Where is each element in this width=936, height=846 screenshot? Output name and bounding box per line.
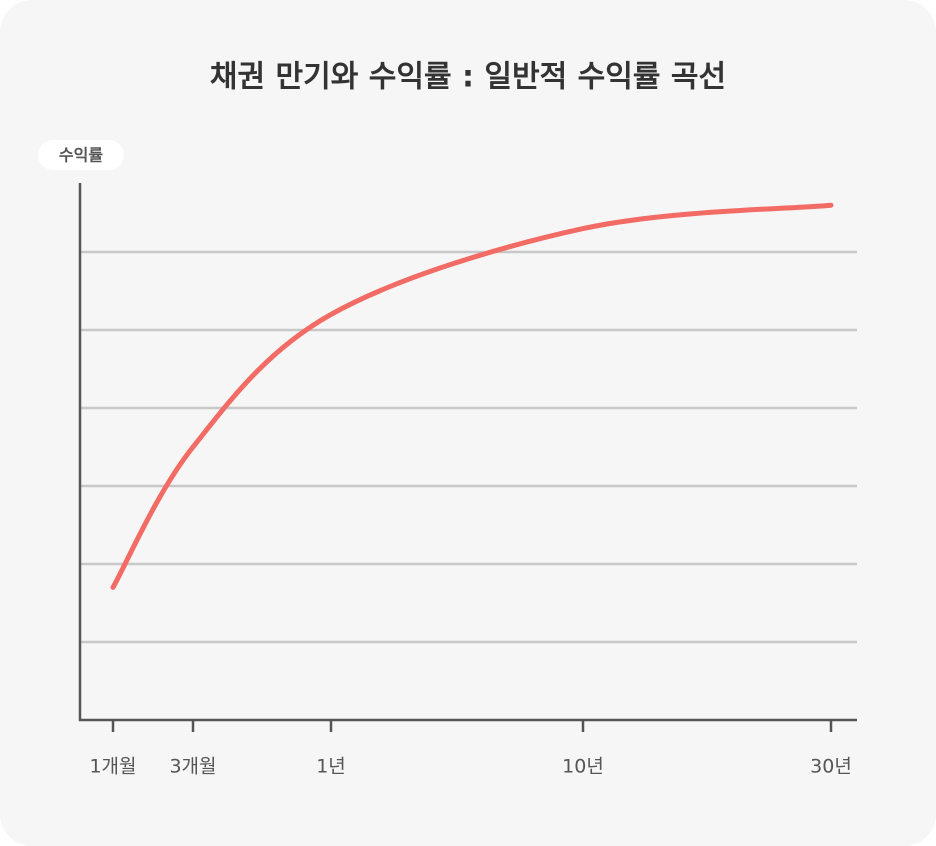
x-tick-label: 1년	[316, 756, 346, 778]
y-label-pill	[38, 140, 124, 170]
chart-title: 채권 만기와 수익률 : 일반적 수익률 곡선	[210, 60, 726, 95]
x-tick-label: 30년	[810, 756, 852, 778]
yield-curve	[110, 202, 834, 590]
y-axis-label: 수익률	[59, 146, 103, 165]
x-tick-label: 3개월	[169, 756, 216, 778]
x-tick-label: 10년	[562, 756, 604, 778]
x-tick-label: 1개월	[89, 756, 136, 778]
